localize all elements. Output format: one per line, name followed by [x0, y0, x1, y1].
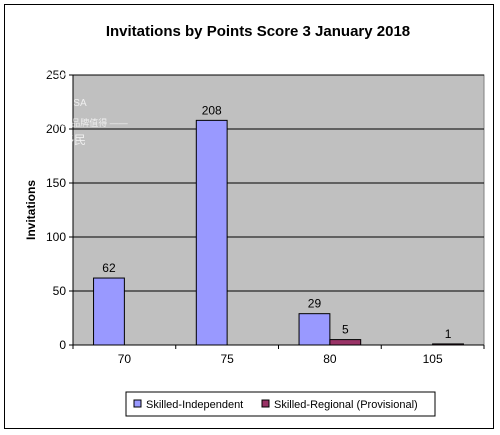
legend-items: Skilled-Independent Skilled-Regional (Pro… — [133, 399, 418, 411]
y-tick-label: 100 — [46, 230, 66, 244]
bar-skilled-regional-provisional--80 — [329, 339, 362, 346]
plot-area — [72, 74, 485, 346]
x-tick-label: 105 — [423, 352, 443, 366]
y-tick-label: 0 — [59, 338, 66, 352]
data-labels: 62 208 29 5 1 — [102, 103, 451, 341]
x-tick-label: 70 — [118, 352, 132, 366]
legend-label: Skilled-Independent — [146, 399, 243, 411]
y-axis-label: Invitations — [24, 180, 38, 240]
bars — [93, 119, 464, 346]
data-label: 29 — [308, 297, 322, 311]
x-axis-ticks: 70 75 80 105 — [72, 344, 485, 366]
data-label: 62 — [102, 261, 116, 275]
watermark: GLOBEVISA —— 移民专家 品牌值得 —— 环球移民 — [12, 43, 128, 147]
x-tick-label: 75 — [220, 352, 234, 366]
chart-title: Invitations by Points Score 3 January 20… — [106, 23, 410, 40]
watermark-name: 环球移民 — [38, 133, 86, 147]
bar-skilled-independent-80 — [298, 313, 331, 346]
watermark-logo-icon — [41, 43, 75, 77]
legend-swatch — [261, 399, 270, 408]
data-label: 5 — [342, 323, 349, 337]
data-label: 208 — [202, 103, 222, 117]
bar-skilled-independent-70 — [93, 277, 125, 346]
gridlines — [73, 74, 484, 292]
data-label: 1 — [445, 327, 452, 341]
legend — [125, 391, 436, 417]
watermark-brand: GLOBEVISA — [29, 98, 87, 109]
legend-swatch — [133, 399, 142, 408]
bar-skilled-independent-75 — [195, 119, 228, 346]
y-tick-label: 200 — [46, 122, 66, 136]
watermark-slogan: —— 移民专家 品牌值得 —— — [12, 117, 128, 128]
legend-label: Skilled-Regional (Provisional) — [274, 399, 418, 411]
y-tick-label: 150 — [46, 176, 66, 190]
y-tick-label: 50 — [53, 284, 67, 298]
x-tick-label: 80 — [323, 352, 337, 366]
